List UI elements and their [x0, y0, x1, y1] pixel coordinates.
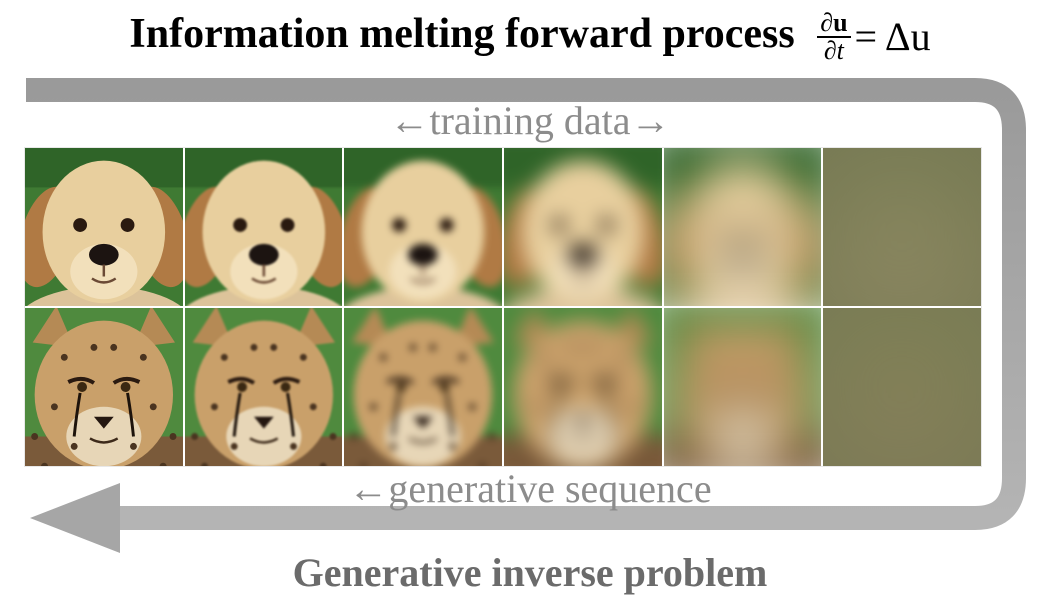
- training-data-label: ←training data→: [389, 98, 671, 143]
- image-grid: [24, 147, 982, 467]
- generative-sequence-label: ←generative sequence: [348, 466, 712, 511]
- cheetah-image-step-6: [823, 308, 981, 466]
- puppy-image-step-1: [25, 148, 183, 306]
- partial-derivative-fraction: ∂u ∂t: [817, 10, 851, 66]
- footer-caption: Generative inverse problem: [292, 550, 768, 595]
- cheetah-image-step-5: [663, 308, 822, 466]
- cycle-arrowhead: [30, 483, 120, 553]
- puppy-image-step-4: [504, 148, 662, 306]
- equation-rhs: = Δu: [854, 14, 931, 60]
- puppy-image-step-5: [663, 148, 822, 306]
- puppy-image-step-3: [344, 148, 502, 306]
- puppy-image-step-2: [184, 148, 343, 306]
- fraction-numerator: ∂u: [817, 10, 851, 39]
- fraction-denominator: ∂t: [823, 36, 844, 66]
- cheetah-image-step-2: [184, 308, 343, 466]
- heat-equation: ∂u ∂t = Δu: [813, 9, 931, 66]
- cheetah-image-step-1: [25, 308, 183, 466]
- title-text: Information melting forward process: [129, 11, 795, 57]
- cheetah-image-step-3: [344, 308, 502, 466]
- puppy-image-step-6: [823, 148, 981, 306]
- cycle-arrow-body: [26, 78, 1026, 530]
- cheetah-image-step-4: [504, 308, 662, 466]
- figure-title: Information melting forward process ∂u ∂…: [0, 6, 1060, 66]
